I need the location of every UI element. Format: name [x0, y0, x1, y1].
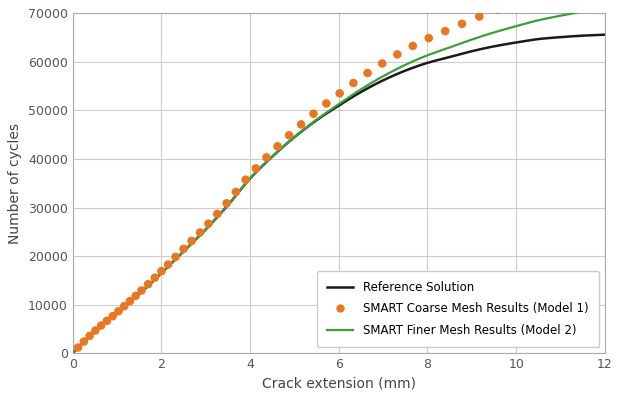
Point [241, 176, 251, 183]
Y-axis label: Number of cycles: Number of cycles [8, 123, 22, 244]
Point [348, 80, 358, 86]
Point [143, 281, 153, 287]
Point [186, 238, 196, 244]
Point [284, 132, 294, 138]
Point [114, 308, 124, 314]
Point [474, 13, 484, 20]
Point [204, 221, 214, 227]
Point [492, 6, 502, 13]
Point [79, 338, 89, 345]
Point [231, 189, 241, 195]
Point [171, 254, 181, 260]
Point [510, 0, 520, 6]
Point [309, 111, 319, 117]
Point [335, 90, 345, 97]
Point [131, 292, 141, 299]
Point [424, 35, 433, 41]
Point [156, 268, 166, 275]
Legend: Reference Solution, SMART Coarse Mesh Results (Model 1), SMART Finer Mesh Result: Reference Solution, SMART Coarse Mesh Re… [317, 271, 599, 348]
Point [408, 43, 418, 49]
Point [363, 70, 373, 76]
Point [296, 121, 306, 128]
Point [84, 333, 94, 339]
Point [440, 28, 450, 34]
Point [73, 344, 83, 351]
Point [96, 322, 106, 329]
Point [119, 303, 129, 310]
Point [125, 298, 135, 304]
Point [261, 154, 271, 160]
Point [222, 200, 232, 207]
Point [392, 51, 402, 57]
X-axis label: Crack extension (mm): Crack extension (mm) [262, 377, 416, 391]
Point [102, 318, 112, 324]
Point [150, 275, 160, 281]
Point [179, 246, 189, 252]
Point [251, 165, 261, 172]
Point [163, 261, 173, 268]
Point [212, 211, 222, 217]
Point [107, 313, 117, 319]
Point [322, 100, 332, 107]
Point [457, 21, 467, 27]
Point [91, 327, 101, 334]
Point [137, 287, 147, 294]
Point [195, 229, 205, 236]
Point [273, 143, 283, 150]
Point [377, 60, 387, 67]
